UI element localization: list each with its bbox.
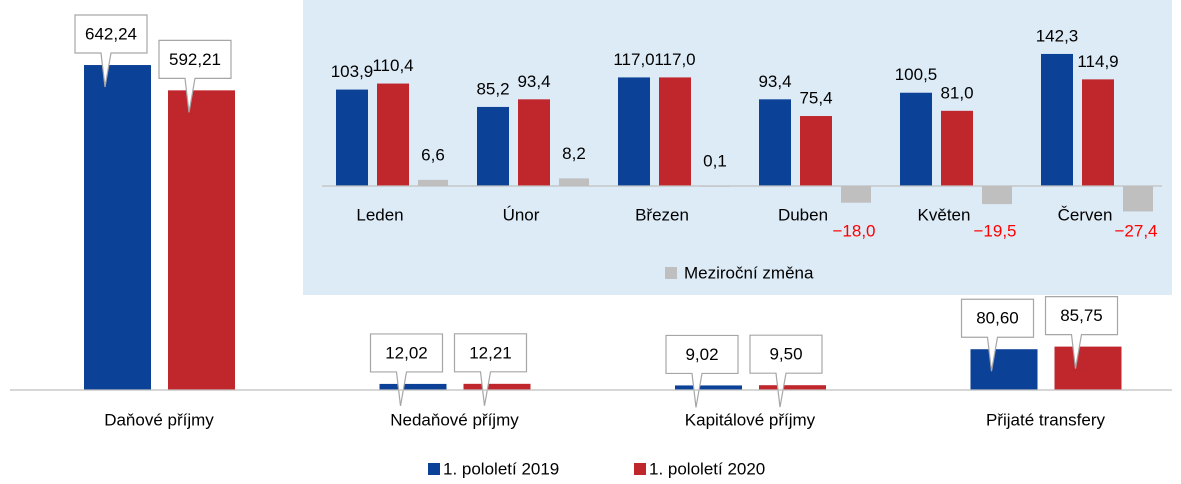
x-tick-label: Přijaté transfery [986,410,1106,429]
x-tick-label: Leden [356,205,403,224]
bar [559,178,589,186]
data-label: 100,5 [895,65,938,84]
bar [84,65,151,391]
data-label: 81,0 [940,83,973,102]
x-tick-label: Nedaňové příjmy [390,410,519,429]
data-label: 103,9 [331,62,374,81]
bar [463,383,531,390]
data-label: −19,5 [973,221,1016,240]
x-tick-label: Červen [1058,205,1113,224]
label-callout [369,333,444,407]
data-label: 142,3 [1036,26,1079,45]
data-label: 93,4 [758,72,791,91]
data-label: 12,02 [385,343,428,362]
bar [841,186,871,203]
data-label: −18,0 [832,221,875,240]
data-label: 6,6 [421,145,445,164]
bar [379,383,447,390]
bar [1082,79,1114,186]
bar [941,110,973,186]
bar [759,385,826,390]
data-label: 0,1 [703,151,727,170]
bar [477,106,509,186]
bar [800,116,832,186]
data-label: 642,24 [85,25,137,44]
label-callout [74,14,148,88]
bar [1041,53,1073,186]
label-callout [453,333,528,406]
legend-label: 1. pololetí 2019 [443,459,559,478]
x-tick-label: Květen [918,205,971,224]
data-label: 80,60 [976,309,1019,328]
bar [518,99,550,186]
legend-swatch [634,463,646,475]
data-label: 9,50 [769,345,802,364]
bar [1123,186,1153,212]
bar [659,77,691,186]
bar [675,385,742,390]
bar [618,77,650,186]
bar [900,92,932,186]
bar [377,83,409,186]
bar [336,89,368,186]
data-label: 8,2 [562,144,586,163]
label-callout [1044,296,1119,369]
bar [168,90,235,391]
data-label: 85,2 [476,79,509,98]
data-label: 117,0 [613,50,654,69]
bar [759,99,791,186]
bar [982,186,1012,205]
data-label: 93,4 [517,72,550,91]
legend-swatch [428,463,440,475]
data-label: 9,02 [685,345,718,364]
x-tick-label: Březen [635,205,689,224]
bar [418,179,448,186]
data-label: 75,4 [799,89,832,108]
x-tick-label: Kapitálové příjmy [685,410,816,429]
data-label: 85,75 [1060,306,1103,325]
data-label: 114,9 [1077,52,1118,71]
bar [1054,346,1122,390]
legend-swatch [665,267,677,279]
bar [970,349,1038,390]
label-callout [960,298,1035,372]
label-callout [158,39,232,113]
inset-background [303,0,1172,295]
data-label: 12,21 [469,343,512,362]
data-label: −27,4 [1114,221,1157,240]
data-label: 110,4 [372,56,413,75]
data-label: 117,0 [654,50,695,69]
x-tick-label: Únor [503,205,540,224]
data-label: 592,21 [169,50,221,69]
x-tick-label: Daňové příjmy [104,410,214,429]
legend-label: Meziroční změna [684,263,814,282]
x-tick-label: Duben [778,205,828,224]
legend-label: 1. pololetí 2020 [649,459,765,478]
